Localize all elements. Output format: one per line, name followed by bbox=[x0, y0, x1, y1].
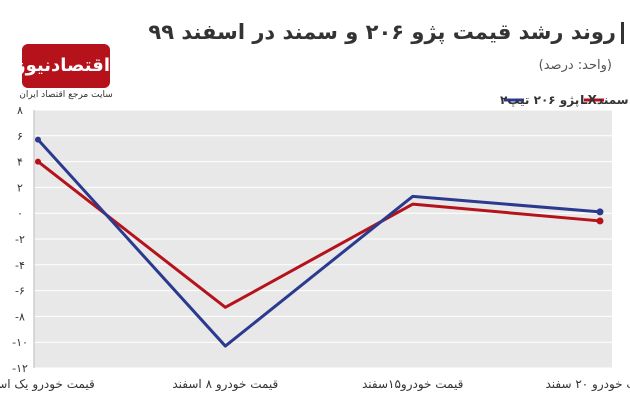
y-tick-label: ۶ bbox=[17, 130, 23, 143]
series-start-point bbox=[35, 158, 41, 165]
y-tick-label: ۸ bbox=[17, 104, 23, 117]
x-category-label: قیمت خودرو۱۵سفند bbox=[362, 377, 463, 392]
unit-label: (واحد: درصد) bbox=[538, 58, 612, 73]
series-end-point bbox=[596, 208, 604, 216]
series-line-0 bbox=[36, 138, 601, 348]
series-start-point bbox=[35, 136, 41, 143]
x-category-label: قیمت خودرو ۸ اسفند bbox=[172, 377, 278, 392]
y-tick-label: ۲ bbox=[17, 181, 23, 194]
y-tick-label: -۶ bbox=[15, 285, 25, 298]
y-tick-label: -۲ bbox=[15, 233, 25, 246]
legend-label-samand: سمندLX bbox=[580, 93, 629, 107]
series-end-point bbox=[596, 217, 604, 225]
y-tick-label: -۴ bbox=[15, 259, 25, 272]
y-tick-label: ۴ bbox=[17, 156, 23, 169]
logo: اقتصادنیوز bbox=[15, 44, 110, 88]
series-line-1 bbox=[37, 160, 601, 309]
y-tick-label: -۱۲ bbox=[12, 362, 28, 375]
logo-tagline: سایت مرجع اقتصاد ایران bbox=[19, 90, 113, 100]
legend-label-peugeot: پژو ۲۰۶ تیپ۲ bbox=[500, 93, 579, 108]
title-accent-bar bbox=[621, 22, 624, 44]
y-tick-label: -۱۰ bbox=[12, 336, 28, 349]
x-category-label: قیمت خودرو ۲۰ سفند bbox=[545, 377, 630, 392]
y-tick-label: -۸ bbox=[15, 310, 25, 323]
chart-title: روند رشد قیمت پژو ۲۰۶ و سمند در اسفند ۹۹ bbox=[148, 20, 616, 44]
x-category-label: قیمت خودرو یک اسفند bbox=[0, 377, 95, 392]
y-tick-label: ۰ bbox=[17, 207, 23, 220]
